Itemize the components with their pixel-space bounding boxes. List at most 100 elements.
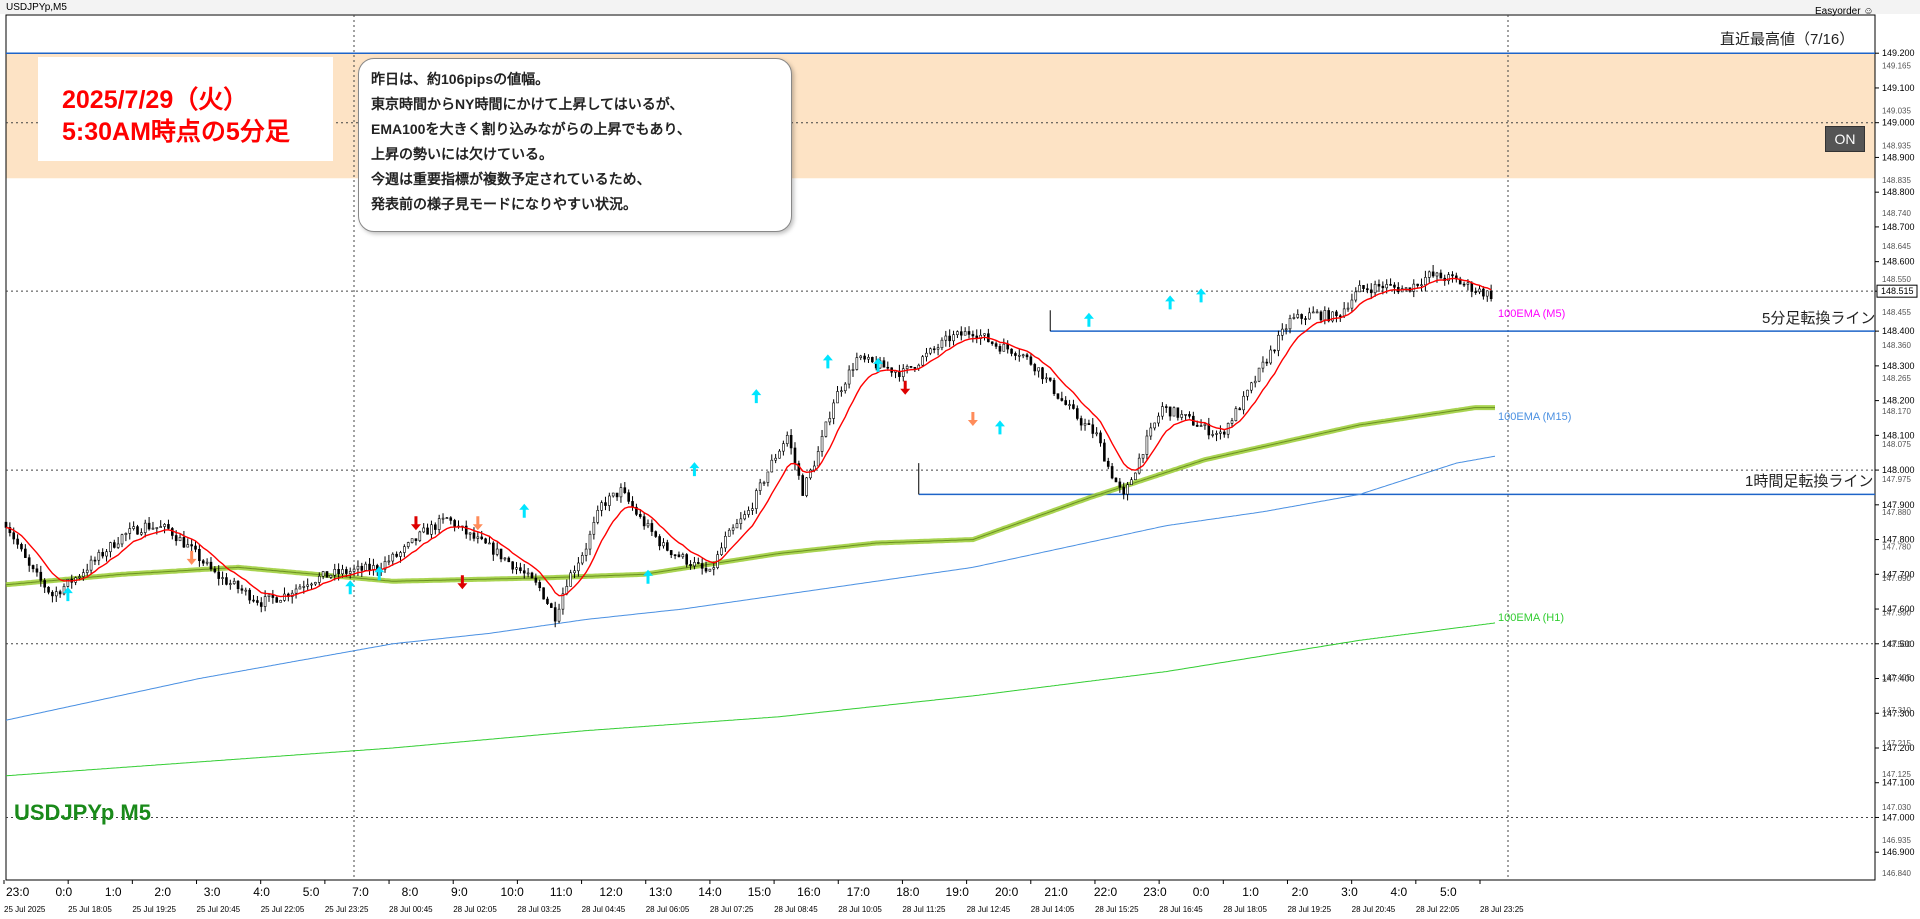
candle-body <box>1474 291 1477 293</box>
x-date-label: 28 Jul 07:25 <box>710 905 754 914</box>
sell-signal-arrow <box>186 550 197 565</box>
candle-body <box>534 577 538 583</box>
chart-window-title: USDJPYp,M5 <box>6 2 67 13</box>
candle-body <box>58 591 62 595</box>
candle-body <box>1404 287 1408 290</box>
candle-body <box>155 527 159 529</box>
y-tick-label: 146.900 <box>1882 847 1915 857</box>
date-box <box>38 57 333 161</box>
candle-body <box>944 335 948 341</box>
candle-body <box>708 568 712 572</box>
candle-body <box>1261 361 1265 369</box>
buy-signal-arrow <box>822 354 833 369</box>
candle-body <box>871 357 874 363</box>
candle-body <box>248 589 251 601</box>
candle-body <box>774 457 777 461</box>
candle-body <box>1346 307 1350 310</box>
candle-body <box>1246 389 1249 397</box>
y-minor-tick-label: 147.215 <box>1882 739 1911 748</box>
candle-body <box>793 447 797 464</box>
y-minor-tick-label: 149.035 <box>1882 107 1911 116</box>
candle-body <box>1056 393 1060 399</box>
y-tick-label: 148.600 <box>1882 257 1915 267</box>
ema-m15-line <box>5 455 1496 721</box>
candle-body <box>82 572 85 577</box>
buy-signal-arrow <box>1165 295 1176 310</box>
candle-body <box>445 517 449 519</box>
x-date-label: 25 Jul 23:25 <box>325 905 369 914</box>
fast-ma-line <box>5 277 1492 598</box>
candle-body <box>867 357 870 360</box>
y-minor-tick-label: 147.975 <box>1882 475 1911 484</box>
candle-body <box>306 584 309 587</box>
candle-body <box>1478 288 1481 293</box>
candle-body <box>693 562 696 567</box>
candle-body <box>1037 367 1040 372</box>
y-minor-tick-label: 148.360 <box>1882 341 1911 350</box>
candle-body <box>101 552 104 557</box>
candle-body <box>751 508 754 511</box>
candle-body <box>368 563 371 571</box>
x-date-label: 25 Jul 20:45 <box>197 905 241 914</box>
candle-body <box>1017 354 1021 357</box>
candle-body <box>925 352 928 358</box>
candle-body <box>1060 398 1064 401</box>
on-button[interactable]: ON <box>1825 126 1865 152</box>
candle-body <box>1180 414 1184 418</box>
candle-body <box>983 333 986 336</box>
candle-body <box>244 589 248 592</box>
candle-body <box>1134 472 1137 481</box>
candle-body <box>735 523 739 529</box>
x-hour-label: 3:0 <box>204 885 221 899</box>
candle-body <box>816 451 820 467</box>
y-tick-label: 148.900 <box>1882 152 1915 162</box>
candle-body <box>492 542 495 555</box>
candle-body <box>240 588 244 591</box>
candle-body <box>580 555 584 564</box>
candle-body <box>201 560 205 564</box>
candle-body <box>213 568 217 573</box>
comment-box: 昨日は、約106pipsの値幅。 東京時間からNY時間にかけて上昇してはいるが、… <box>358 58 792 232</box>
y-tick-label: 148.400 <box>1882 326 1915 336</box>
y-tick-label: 148.800 <box>1882 187 1915 197</box>
candle-body <box>488 542 491 545</box>
candle-body <box>1215 433 1218 435</box>
symbol-timeframe-label: USDJPYp M5 <box>14 800 151 825</box>
candle-body <box>604 502 607 506</box>
candle-body <box>1118 481 1122 488</box>
candle-body <box>1188 414 1191 417</box>
candle-body <box>561 593 565 610</box>
candle-body <box>1412 283 1416 292</box>
candle-body <box>337 568 340 575</box>
y-tick-label: 147.500 <box>1882 639 1915 649</box>
candle-body <box>542 587 545 600</box>
y-minor-tick-label: 148.170 <box>1882 407 1911 416</box>
candle-body <box>1354 291 1358 301</box>
sell-signal-arrow <box>472 516 483 531</box>
x-hour-label: 7:0 <box>352 885 369 899</box>
easyorder-plugin-label[interactable]: Easyorder ☺ <box>1815 6 1874 17</box>
ema-m5-label: 100EMA (M5) <box>1498 308 1566 320</box>
candle-body <box>464 525 468 535</box>
y-minor-tick-label: 147.590 <box>1882 609 1911 618</box>
candle-body <box>1288 318 1292 330</box>
candle-body <box>480 536 484 540</box>
x-date-label: 28 Jul 12:45 <box>967 905 1011 914</box>
candle-body <box>472 532 476 539</box>
candle-body <box>186 544 190 548</box>
candle-body <box>1489 290 1493 300</box>
ema-m15-label: 100EMA (M15) <box>1498 411 1572 423</box>
candle-body <box>54 591 58 597</box>
candle-body <box>406 542 410 547</box>
candle-body <box>538 582 542 589</box>
candle-body <box>422 527 425 533</box>
x-hour-label: 5:0 <box>1440 885 1457 899</box>
buy-signal-arrow <box>345 580 356 595</box>
sell-signal-arrow <box>410 516 421 531</box>
candle-body <box>341 569 344 575</box>
candle-body <box>1315 311 1319 314</box>
candle-body <box>1010 348 1013 354</box>
candle-body <box>956 331 959 335</box>
candle-body <box>1033 364 1037 372</box>
candle-body <box>727 529 731 537</box>
